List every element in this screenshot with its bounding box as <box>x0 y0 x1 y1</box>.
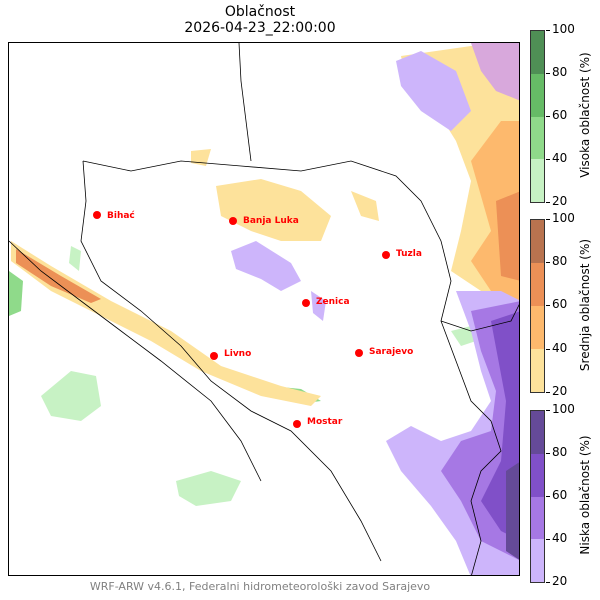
city-dot-banja-luka <box>229 217 237 225</box>
swatch <box>531 116 544 160</box>
tick: 20 <box>545 384 568 398</box>
city-label-mostar: Mostar <box>307 417 343 427</box>
city-label-livno: Livno <box>224 349 251 359</box>
map-timestamp: 2026-04-23_22:00:00 <box>184 20 336 36</box>
tick: 80 <box>545 65 568 79</box>
city-dot-bihac <box>93 211 101 219</box>
city-label-sarajevo: Sarajevo <box>369 347 413 357</box>
swatch <box>531 411 544 454</box>
tick: 40 <box>545 151 568 165</box>
tick: 60 <box>545 488 568 502</box>
city-label-tuzla: Tuzla <box>396 249 422 259</box>
tick: 100 <box>546 211 575 225</box>
colorbar-high-clouds <box>530 30 545 203</box>
colorbar-low-clouds <box>530 410 545 583</box>
cloud-cover-map: Bihać Banja Luka Tuzla Zenica Livno Sara… <box>8 42 520 576</box>
city-dot-livno <box>210 352 218 360</box>
city-dot-zenica <box>302 299 310 307</box>
city-markers: Bihać Banja Luka Tuzla Zenica Livno Sara… <box>93 210 422 428</box>
tick: 100 <box>546 402 575 416</box>
tick: 60 <box>545 108 568 122</box>
footer-credit: WRF-ARW v4.6.1, Federalni hidrometeorolo… <box>89 580 431 593</box>
tick: 80 <box>545 445 568 459</box>
swatch <box>531 453 544 497</box>
swatch <box>531 31 544 74</box>
city-dot-mostar <box>293 420 301 428</box>
city-label-bihac: Bihać <box>107 210 135 221</box>
swatch <box>531 220 544 263</box>
tick: 40 <box>545 341 568 355</box>
colorbar-label-mid: Srednja oblačnost (%) <box>578 238 592 372</box>
swatch <box>531 539 544 582</box>
tick: 80 <box>545 254 568 268</box>
swatch <box>531 73 544 117</box>
tick: 40 <box>545 531 568 545</box>
mid-cloud-areas <box>11 43 519 406</box>
tick: 100 <box>546 22 575 36</box>
city-label-zenica: Zenica <box>316 297 350 307</box>
city-label-banja-luka: Banja Luka <box>243 216 299 226</box>
borders <box>9 43 519 575</box>
tick: 20 <box>545 574 568 588</box>
map-title: Oblačnost <box>224 4 296 20</box>
city-dot-tuzla <box>382 251 390 259</box>
swatch <box>531 496 544 540</box>
tick: 60 <box>545 297 568 311</box>
swatch <box>531 306 544 349</box>
colorbar-label-high: Visoka oblačnost (%) <box>578 52 592 178</box>
colorbar-label-low: Niska oblačnost (%) <box>578 435 592 555</box>
low-cloud-areas <box>231 43 519 575</box>
swatch <box>531 263 544 306</box>
tick: 20 <box>545 194 568 208</box>
swatch <box>531 159 544 202</box>
city-dot-sarajevo <box>355 349 363 357</box>
colorbar-mid-clouds <box>530 219 545 393</box>
swatch <box>531 349 544 392</box>
